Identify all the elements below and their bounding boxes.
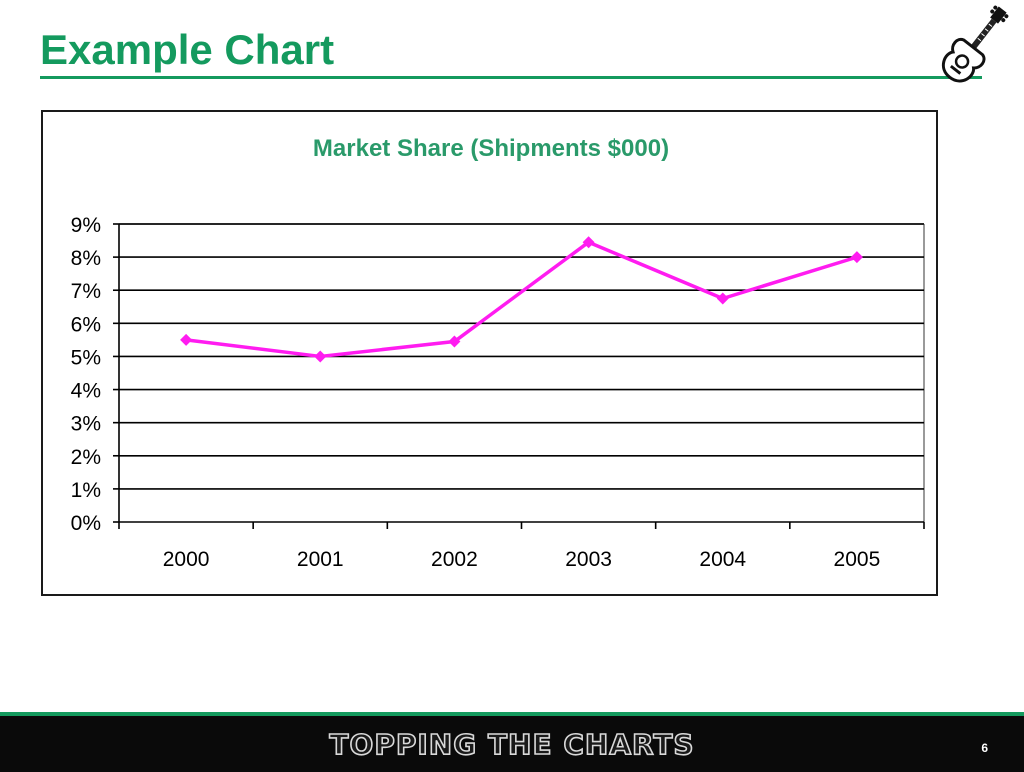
data-point: [314, 350, 327, 363]
x-tick-label: 2001: [297, 548, 344, 571]
line-chart: Market Share (Shipments $000) 0% 1% 2% 3% 4%…: [71, 135, 925, 571]
data-point: [582, 236, 595, 249]
footer-band: [0, 712, 1024, 772]
y-tick-label: 9%: [71, 214, 101, 237]
data-point: [716, 292, 729, 305]
y-tick-label: 5%: [71, 346, 101, 369]
y-tick-label: 7%: [71, 280, 101, 303]
x-tick-label: 2004: [699, 548, 746, 571]
x-tick-label: 2000: [163, 548, 210, 571]
page-number: 6: [981, 741, 988, 755]
x-tick-label: 2002: [431, 548, 478, 571]
y-tick-label: 6%: [71, 313, 101, 336]
x-tick-label: 2003: [565, 548, 612, 571]
guitar-icon: [941, 5, 1009, 83]
footer-logo: TOPPING THE CHARTS: [329, 727, 695, 762]
footer-logo-text: TOPPING THE CHARTS: [329, 728, 694, 761]
series-line: [185, 240, 858, 359]
y-tick-label: 1%: [71, 479, 101, 502]
data-point: [180, 333, 193, 346]
x-tick-label: 2005: [834, 548, 881, 571]
data-point: [850, 251, 863, 264]
title-rule: [40, 76, 982, 79]
y-tick-label: 3%: [71, 413, 101, 436]
slide-title: Example Chart: [40, 26, 335, 73]
y-tick-label: 8%: [71, 247, 101, 270]
y-tick-label: 0%: [71, 512, 101, 535]
y-tick-label: 4%: [71, 380, 101, 403]
chart-frame: [41, 110, 938, 596]
chart-title: Market Share (Shipments $000): [313, 135, 669, 162]
y-tick-label: 2%: [71, 446, 101, 469]
data-point: [448, 335, 461, 348]
